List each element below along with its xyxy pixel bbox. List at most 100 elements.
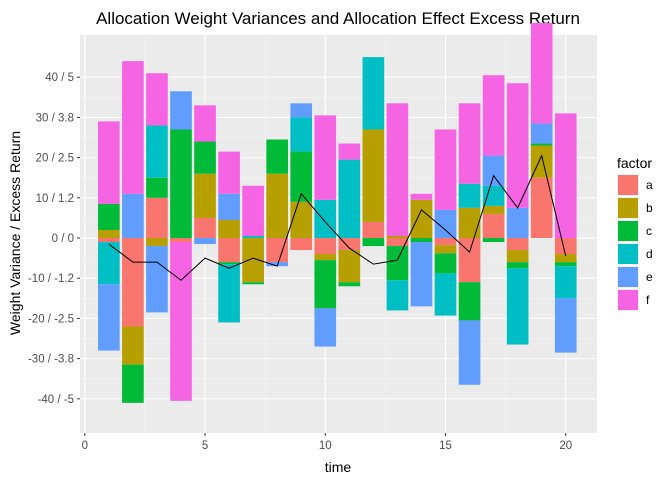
bar-segment-c-6 — [218, 262, 240, 265]
bar-segment-b-17 — [482, 205, 505, 214]
bar-segment-c-5 — [194, 141, 216, 174]
y-tick-label: -40 / -5 — [38, 394, 74, 406]
y-tick-label: -20 / -2.5 — [28, 313, 74, 325]
bar-segment-d-3 — [146, 125, 168, 178]
bar-segment-c-3 — [146, 177, 168, 198]
y-tick-label: 30 / 3.8 — [36, 112, 74, 124]
y-tick-label: 20 / 2.5 — [36, 153, 74, 165]
bar-segment-e-2 — [122, 193, 144, 239]
bar-segment-b-18 — [506, 250, 529, 263]
bar-segment-b-10 — [314, 254, 337, 261]
bar-segment-a-8 — [266, 238, 289, 263]
bar-segment-e-15 — [434, 209, 457, 239]
legend-swatch-c — [618, 221, 638, 241]
bar-segment-f-4 — [170, 242, 192, 401]
bar-segment-e-5 — [194, 238, 216, 245]
bar-segment-d-11 — [338, 159, 361, 239]
bar-segment-d-17 — [482, 185, 505, 206]
bar-segment-c-8 — [266, 139, 289, 174]
bar-segment-f-13 — [386, 103, 409, 237]
bar-segment-f-2 — [122, 61, 144, 194]
y-axis-title: Weight Variance / Excess Return — [7, 131, 23, 335]
bar-segment-a-13 — [386, 238, 409, 247]
legend-swatch-f — [618, 290, 638, 310]
excess-return-line — [108, 154, 567, 281]
bar-segment-b-16 — [458, 207, 481, 239]
bar-segment-b-2 — [122, 326, 144, 365]
legend-title: factor — [617, 155, 652, 171]
bar-segment-d-20 — [554, 266, 577, 299]
legend-swatch-e — [618, 267, 638, 287]
bar-segment-e-6 — [218, 193, 240, 220]
bar-segment-c-14 — [410, 238, 433, 243]
bar-segment-e-16 — [458, 320, 481, 385]
bar-segment-c-15 — [434, 253, 457, 274]
bar-segment-f-5 — [194, 105, 216, 142]
bar-segment-a-4 — [170, 238, 192, 243]
bar-segment-d-12 — [362, 57, 385, 130]
bar-segment-d-15 — [434, 273, 457, 316]
bar-segment-f-19 — [530, 22, 553, 124]
bar-segment-a-10 — [314, 238, 337, 255]
legend-label-f: f — [646, 293, 650, 307]
bar-segment-c-20 — [554, 262, 577, 267]
bar-segment-b-13 — [386, 236, 409, 239]
bar-segment-a-9 — [290, 238, 313, 251]
y-tick-label: 0 / 0 — [52, 233, 74, 245]
bar-segment-e-1 — [98, 284, 120, 351]
bars — [98, 22, 577, 403]
bar-segment-f-14 — [410, 193, 433, 200]
y-axis: 40 / 5 30 / 3.8 20 / 2.5 10 / 1.2 0 / 0 -10 /… — [28, 72, 80, 406]
bar-segment-b-3 — [146, 238, 168, 247]
bar-segment-f-1 — [98, 121, 120, 204]
bar-segment-c-7 — [242, 282, 264, 285]
bar-segment-a-20 — [554, 238, 577, 255]
bar-segment-a-18 — [506, 238, 529, 251]
bar-segment-e-4 — [170, 91, 192, 130]
legend-label-b: b — [646, 201, 653, 215]
chart-title: Allocation Weight Variances and Allocati… — [96, 9, 580, 28]
bar-segment-a-12 — [362, 221, 385, 239]
bar-segment-b-15 — [434, 245, 457, 254]
bar-segment-e-3 — [146, 246, 168, 313]
legend-label-a: a — [646, 178, 653, 192]
bar-segment-a-6 — [218, 238, 240, 263]
bar-segment-e-10 — [314, 308, 337, 347]
bar-segment-a-19 — [530, 177, 553, 239]
bar-segment-d-1 — [98, 242, 120, 285]
x-axis-title: time — [325, 459, 352, 475]
bar-segment-f-7 — [242, 185, 264, 237]
bar-segment-a-1 — [98, 238, 120, 243]
y-tick-label: -30 / -3.8 — [28, 354, 74, 366]
bar-segment-f-17 — [482, 75, 505, 156]
bar-segment-d-9 — [290, 117, 313, 152]
legend-swatch-b — [618, 198, 638, 218]
bar-segment-d-18 — [506, 268, 529, 345]
bar-segment-f-6 — [218, 151, 240, 194]
legend-label-c: c — [646, 224, 652, 238]
bar-segment-f-10 — [314, 115, 337, 200]
y-tick-label: 10 / 1.2 — [36, 193, 74, 205]
bar-segment-c-11 — [338, 282, 361, 287]
bar-segment-b-14 — [410, 199, 433, 239]
bar-segment-c-9 — [290, 151, 313, 202]
x-tick-label: 20 — [559, 440, 572, 452]
bar-segment-c-19 — [530, 143, 553, 146]
bar-segment-b-19 — [530, 145, 553, 178]
bar-segment-b-20 — [554, 254, 577, 263]
legend-label-d: d — [646, 247, 653, 261]
bar-segment-c-16 — [458, 282, 481, 321]
x-tick-label: 5 — [202, 440, 208, 452]
bar-segment-b-7 — [242, 238, 264, 283]
bar-segment-e-19 — [530, 123, 553, 144]
bar-segment-a-16 — [458, 238, 481, 283]
bar-segment-d-16 — [458, 183, 481, 208]
bar-segment-c-4 — [170, 129, 192, 239]
bar-segment-b-8 — [266, 173, 289, 239]
bar-segment-c-1 — [98, 203, 120, 230]
bar-segment-e-14 — [410, 242, 433, 307]
bar-segment-b-11 — [338, 250, 361, 283]
bar-segment-b-12 — [362, 129, 385, 222]
